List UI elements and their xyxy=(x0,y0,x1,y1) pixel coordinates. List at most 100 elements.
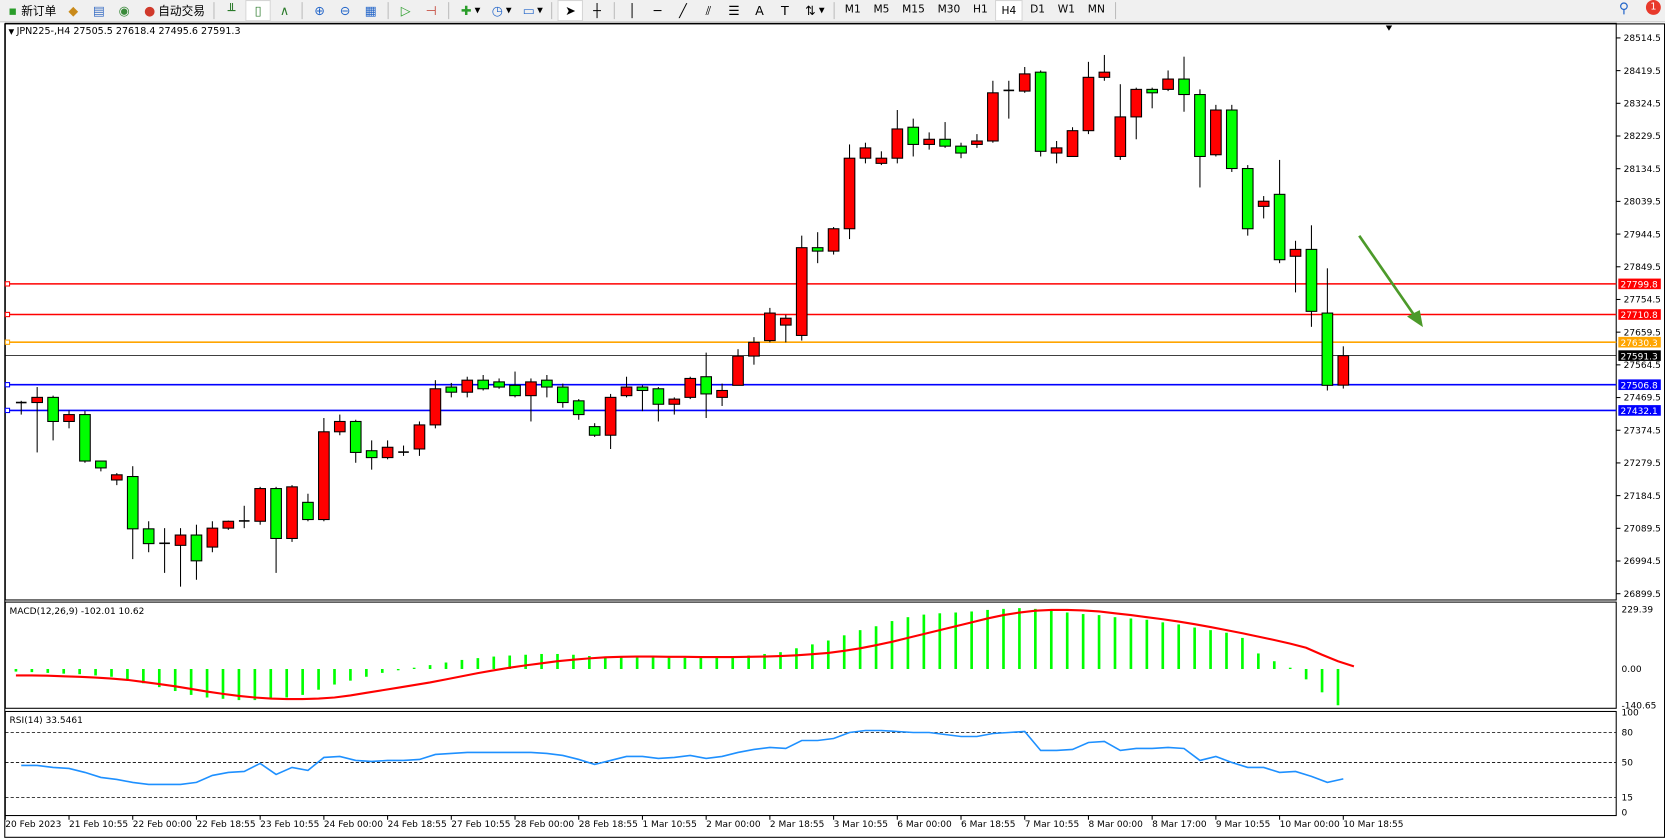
equidistant-channel-icon: ⫽ xyxy=(705,3,712,19)
tile-windows-button[interactable]: ▦ xyxy=(359,1,382,20)
new-order-icon: ▪ xyxy=(8,3,18,19)
chart-shift-button[interactable]: ⊣ xyxy=(419,1,442,20)
candle-bullish xyxy=(604,396,617,436)
candle-bullish xyxy=(684,377,697,398)
price-label-bg xyxy=(1618,309,1661,320)
x-tick-label: 9 Mar 10:55 xyxy=(1216,820,1270,830)
new-order-button[interactable]: ▪ 新订单 xyxy=(1,1,59,20)
candle-bearish xyxy=(95,460,107,469)
candlestick-icon: ▯ xyxy=(254,3,262,19)
rsi-y-label: 50 xyxy=(1622,759,1634,769)
dropdown-arrow-icon: ▼ xyxy=(537,6,543,15)
auto-scroll-button[interactable]: ▷ xyxy=(394,1,417,20)
toolbar-divider xyxy=(551,2,553,20)
account-button[interactable]: ▤ xyxy=(87,1,110,20)
search-icon[interactable]: ⚲ xyxy=(1618,1,1629,17)
candle-bullish xyxy=(413,424,426,450)
x-tick-label: 10 Mar 18:55 xyxy=(1343,820,1403,830)
timeframe-d1[interactable]: D1 xyxy=(1030,3,1046,16)
indicators-button[interactable]: ✚ ▼ xyxy=(454,1,483,20)
candle-bullish xyxy=(381,446,394,459)
notification-badge[interactable]: 1 xyxy=(1645,0,1661,15)
line-chart-button[interactable]: ∧ xyxy=(273,1,296,20)
timeframe-m15[interactable]: M15 xyxy=(902,3,925,16)
bar-chart-button[interactable]: ╨ xyxy=(220,1,243,20)
candle-bullish xyxy=(31,396,44,404)
candle-bullish xyxy=(827,228,840,252)
cursor-icon: ➤ xyxy=(565,3,576,19)
y-tick-label: 28229.5 xyxy=(1624,132,1661,142)
collapse-triangle-icon[interactable]: ▼ xyxy=(8,27,17,37)
text-label-icon: T xyxy=(781,3,789,19)
candle-bullish xyxy=(1337,355,1350,386)
text-button[interactable]: A xyxy=(748,1,771,20)
y-tick-label: 27564.5 xyxy=(1624,361,1661,371)
y-tick-label: 27944.5 xyxy=(1624,230,1661,240)
trendline-icon: ╱ xyxy=(679,3,687,19)
text-icon: A xyxy=(755,3,764,19)
auto-trading-button[interactable]: ● 自动交易 xyxy=(138,1,208,20)
arrows-icon: ⇅ xyxy=(805,3,816,19)
signal-button[interactable]: ◉ xyxy=(113,1,136,20)
arrows-button[interactable]: ⇅ ▼ xyxy=(799,1,828,20)
timeframe-m5[interactable]: M5 xyxy=(873,3,890,16)
macd-y-label: -140.65 xyxy=(1622,702,1657,712)
fibonacci-button[interactable]: ☰ xyxy=(722,1,745,20)
candle-bullish xyxy=(525,381,537,397)
auto-trading-icon: ● xyxy=(144,3,156,19)
trendline-button[interactable]: ╱ xyxy=(671,1,694,20)
timeframe-h1[interactable]: H1 xyxy=(972,3,988,16)
y-tick-label: 28514.5 xyxy=(1624,34,1661,44)
candle-bearish xyxy=(588,426,601,436)
equidistant-channel-button[interactable]: ⫽ xyxy=(697,1,720,20)
y-tick-label: 28419.5 xyxy=(1624,67,1661,77)
current-price-label: 27591.3 xyxy=(1620,352,1658,362)
vertical-line-button[interactable]: │ xyxy=(620,1,643,20)
candle-bearish xyxy=(493,381,505,388)
macd-y-label: 229.39 xyxy=(1622,606,1654,616)
history-button[interactable]: ◆ xyxy=(62,1,85,20)
y-tick-label: 27279.5 xyxy=(1624,459,1661,469)
text-label-button[interactable]: T xyxy=(773,1,796,20)
timeframe-m1[interactable]: M1 xyxy=(844,3,861,16)
candle-bearish xyxy=(1146,88,1159,94)
candle-bullish xyxy=(461,379,474,393)
candle-bearish xyxy=(349,420,362,453)
candlestick-button[interactable]: ▯ xyxy=(245,0,271,22)
candle-bullish xyxy=(779,317,792,326)
timeframe-mn[interactable]: MN xyxy=(1087,3,1105,16)
rsi-y-label: 100 xyxy=(1622,709,1639,719)
candle-bearish xyxy=(955,145,967,154)
y-tick-label: 27089.5 xyxy=(1624,525,1661,535)
macd-y-label: 0.00 xyxy=(1622,665,1642,675)
x-tick-label: 22 Feb 00:00 xyxy=(133,820,192,830)
signal-icon: ◉ xyxy=(118,3,130,19)
x-tick-label: 2 Mar 00:00 xyxy=(706,820,761,830)
candle-bullish xyxy=(1162,78,1174,90)
x-tick-label: 22 Feb 18:55 xyxy=(196,820,255,830)
candle-bearish xyxy=(445,386,458,393)
price-label: 27432.1 xyxy=(1620,407,1657,417)
horizontal-line-button[interactable]: ─ xyxy=(646,1,669,20)
crosshair-icon: ┼ xyxy=(593,3,601,19)
timeframe-m30[interactable]: M30 xyxy=(937,3,961,16)
timeframe-w1[interactable]: W1 xyxy=(1057,3,1076,16)
x-tick-label: 1 Mar 10:55 xyxy=(642,820,696,830)
toolbar-divider xyxy=(1115,2,1117,20)
candle-bullish xyxy=(1082,76,1095,132)
candle-bearish xyxy=(302,501,314,521)
candle-bearish xyxy=(477,379,490,390)
templates-button[interactable]: ▭ ▼ xyxy=(517,1,546,20)
crosshair-button[interactable]: ┼ xyxy=(585,1,608,20)
candle-bullish xyxy=(1257,200,1270,207)
timeframe-h4[interactable]: H4 xyxy=(995,0,1023,22)
price-label: 27630.3 xyxy=(1620,339,1658,349)
macd-label: MACD(12,26,9) -102.01 10.62 xyxy=(10,607,145,617)
zoom-in-button[interactable]: ⊕ xyxy=(308,1,331,20)
x-tick-label: 24 Feb 00:00 xyxy=(324,820,383,830)
y-tick-label: 26994.5 xyxy=(1624,557,1661,567)
periods-button[interactable]: ◷ ▼ xyxy=(486,1,515,20)
cursor-button[interactable]: ➤ xyxy=(557,0,584,22)
zoom-out-button[interactable]: ⊖ xyxy=(333,1,356,20)
